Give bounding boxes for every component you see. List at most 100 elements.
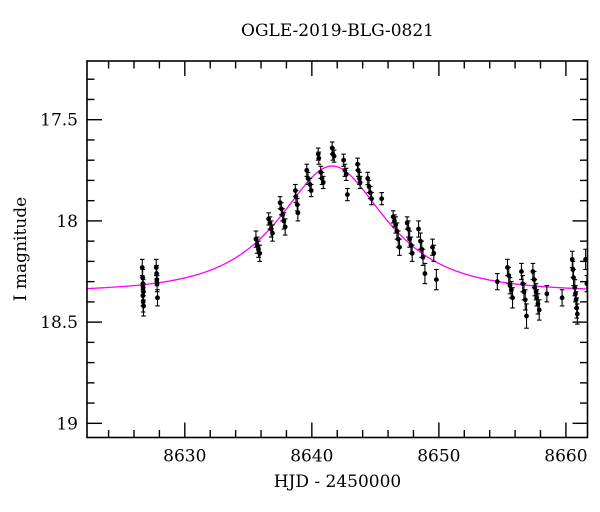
data-point-marker bbox=[320, 180, 326, 185]
data-point bbox=[365, 171, 371, 186]
data-point-marker bbox=[420, 254, 426, 260]
data-point-marker bbox=[583, 256, 588, 262]
data-point-marker bbox=[572, 285, 578, 291]
x-axis-label: HJD - 2450000 bbox=[273, 472, 402, 492]
data-point-marker bbox=[533, 289, 539, 295]
data-point-marker bbox=[433, 277, 439, 283]
data-point-marker bbox=[355, 167, 361, 173]
data-point-marker bbox=[139, 265, 145, 270]
data-point-marker bbox=[409, 250, 415, 256]
data-point-marker bbox=[315, 151, 321, 157]
data-point-marker bbox=[369, 196, 374, 202]
data-point-marker bbox=[304, 167, 310, 173]
data-points-group bbox=[139, 141, 588, 329]
data-point-marker bbox=[282, 224, 288, 230]
data-point bbox=[569, 250, 575, 269]
data-point bbox=[559, 289, 565, 307]
data-point-marker bbox=[308, 188, 314, 193]
data-point bbox=[583, 248, 588, 271]
data-point-marker bbox=[357, 176, 362, 181]
data-point-marker bbox=[405, 226, 411, 232]
data-point bbox=[270, 224, 275, 242]
data-point bbox=[379, 192, 385, 206]
data-point bbox=[155, 289, 160, 307]
x-tick-label: 8630 bbox=[163, 447, 206, 467]
data-point bbox=[343, 167, 349, 181]
data-point-marker bbox=[257, 250, 263, 256]
data-point bbox=[405, 220, 411, 238]
data-point-marker bbox=[574, 311, 580, 317]
data-point-marker bbox=[494, 279, 500, 285]
data-point-marker bbox=[357, 180, 363, 185]
data-point bbox=[295, 204, 301, 222]
data-point-marker bbox=[522, 297, 528, 303]
model-curve-group bbox=[87, 165, 587, 290]
data-point-marker bbox=[422, 271, 428, 276]
data-point-marker bbox=[379, 196, 385, 202]
data-point bbox=[141, 295, 146, 317]
data-point-marker bbox=[270, 230, 275, 236]
data-point bbox=[574, 303, 580, 325]
data-point-marker bbox=[341, 157, 347, 163]
data-point-marker bbox=[559, 295, 565, 301]
data-point bbox=[544, 285, 550, 303]
data-point-marker bbox=[141, 303, 146, 309]
data-point-marker bbox=[331, 153, 337, 159]
y-axis-label: I magnitude bbox=[11, 196, 31, 302]
x-tick-label: 8650 bbox=[417, 447, 460, 467]
data-point-marker bbox=[544, 291, 550, 297]
data-point-marker bbox=[431, 250, 437, 256]
data-point-marker bbox=[524, 313, 529, 319]
data-point-marker bbox=[343, 171, 349, 177]
data-point-marker bbox=[397, 244, 402, 250]
y-tick-label: 19 bbox=[56, 414, 78, 434]
data-point bbox=[308, 183, 314, 198]
data-point bbox=[536, 299, 542, 321]
data-point bbox=[519, 262, 524, 281]
model-curve bbox=[87, 165, 587, 290]
data-point bbox=[524, 303, 529, 329]
data-point bbox=[320, 175, 326, 190]
data-point bbox=[397, 238, 402, 256]
data-point bbox=[282, 218, 288, 236]
data-point-marker bbox=[519, 269, 524, 274]
data-point bbox=[422, 262, 428, 285]
data-point bbox=[409, 244, 415, 262]
data-point-marker bbox=[316, 155, 322, 161]
y-tick-label: 18.5 bbox=[40, 313, 78, 333]
plot-frame bbox=[86, 60, 589, 439]
data-point-marker bbox=[345, 192, 350, 197]
x-tick-label: 8640 bbox=[290, 447, 333, 467]
data-point bbox=[345, 187, 350, 202]
data-point-marker bbox=[155, 295, 160, 301]
data-point-marker bbox=[510, 295, 515, 301]
data-point-marker bbox=[536, 307, 542, 313]
data-point-marker bbox=[293, 194, 299, 200]
y-tick-label: 17.5 bbox=[40, 111, 78, 131]
x-tick-label: 8660 bbox=[544, 447, 587, 467]
data-point-marker bbox=[416, 226, 421, 232]
data-point-marker bbox=[574, 305, 580, 311]
data-point-marker bbox=[573, 291, 578, 297]
data-point bbox=[257, 244, 263, 262]
data-point bbox=[357, 175, 363, 190]
data-point bbox=[304, 163, 310, 177]
data-point-marker bbox=[506, 273, 512, 278]
data-point bbox=[331, 149, 337, 163]
data-point bbox=[494, 272, 500, 291]
data-point bbox=[369, 192, 374, 206]
data-point-marker bbox=[571, 275, 576, 280]
data-point-marker bbox=[365, 176, 371, 181]
y-tick-label: 18 bbox=[56, 212, 78, 232]
data-point-marker bbox=[295, 210, 301, 216]
chart-title: OGLE-2019-BLG-0821 bbox=[241, 21, 434, 41]
data-point bbox=[510, 287, 515, 309]
data-point bbox=[433, 268, 439, 291]
data-point-marker bbox=[573, 297, 579, 303]
data-point bbox=[316, 151, 322, 165]
data-point-marker bbox=[569, 256, 575, 262]
data-point-marker bbox=[154, 281, 160, 287]
data-point bbox=[431, 244, 437, 262]
